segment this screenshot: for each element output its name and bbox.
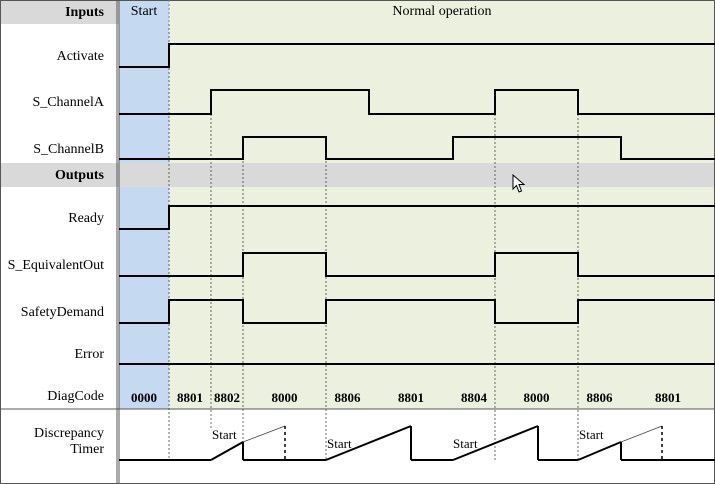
inputs-header-label: Inputs bbox=[65, 5, 104, 20]
signal-activate bbox=[119, 43, 715, 68]
signal-label-s-channela: S_ChannelA bbox=[32, 95, 104, 110]
signal-s-equivalentout bbox=[119, 252, 715, 277]
mouse-pointer-icon bbox=[512, 174, 526, 193]
signal-label-s-channelb: S_ChannelB bbox=[33, 142, 104, 157]
timer-area bbox=[119, 409, 715, 484]
diagcode-start-area bbox=[119, 365, 169, 409]
diagcode-value: 8000 bbox=[523, 390, 550, 405]
timer-start-label: Start bbox=[327, 436, 352, 451]
diagcode-value: 8801 bbox=[177, 390, 203, 405]
signal-label-ready: Ready bbox=[68, 211, 104, 226]
diagcode-label: DiagCode bbox=[47, 389, 104, 404]
timer-start-label: Start bbox=[212, 427, 237, 442]
inputs-header-band bbox=[0, 0, 119, 24]
outputs-header-band bbox=[0, 163, 715, 187]
outputs-header-label: Outputs bbox=[54, 168, 104, 183]
timer-label-line1: Discrepancy bbox=[34, 426, 104, 441]
timer-start-label: Start bbox=[579, 427, 604, 442]
signal-label-activate: Activate bbox=[56, 49, 104, 64]
diagcode-value: 8801 bbox=[655, 390, 681, 405]
signal-label-s-equivalentout: S_EquivalentOut bbox=[7, 258, 104, 273]
signal-s-channelb bbox=[119, 136, 715, 160]
diagcode-value: 8806 bbox=[586, 390, 613, 405]
diagcode-value: 0000 bbox=[131, 390, 157, 405]
signal-label-safetydemand: SafetyDemand bbox=[20, 305, 104, 320]
signal-safetydemand bbox=[119, 299, 715, 324]
timer-start-label: Start bbox=[453, 436, 478, 451]
diagcode-value: 8801 bbox=[398, 390, 424, 405]
diagcode-value: 8806 bbox=[334, 390, 361, 405]
diagcode-value: 8802 bbox=[214, 390, 240, 405]
timer-ramps bbox=[210, 425, 622, 461]
start-phase-label: Start bbox=[130, 4, 158, 19]
signal-s-channela bbox=[119, 89, 715, 115]
diagcode-value: 8804 bbox=[461, 390, 487, 405]
diagcode-area bbox=[119, 365, 715, 409]
normal-operation-label: Normal operation bbox=[392, 4, 492, 19]
signal-ready bbox=[119, 205, 715, 230]
diagcode-value: 8000 bbox=[271, 390, 298, 405]
timer-label-line2: Timer bbox=[70, 442, 104, 457]
signal-label-error: Error bbox=[74, 347, 104, 362]
timer-projection bbox=[242, 425, 663, 443]
